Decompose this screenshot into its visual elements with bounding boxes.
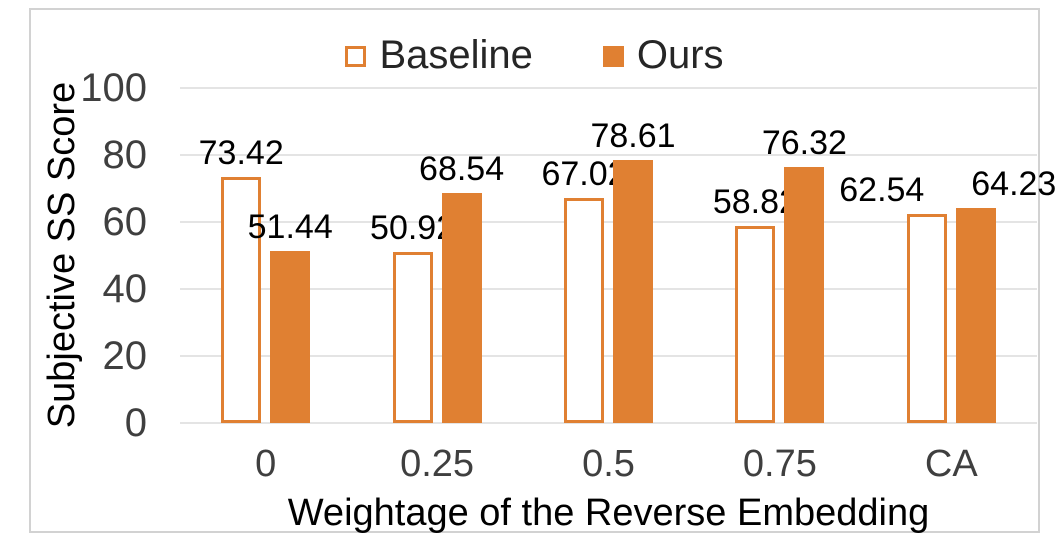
bar-baseline-0.75 bbox=[735, 225, 776, 423]
gridline-40 bbox=[180, 288, 1037, 290]
gridline-0 bbox=[180, 422, 1037, 424]
y-tick-label-20: 20 bbox=[102, 334, 148, 378]
x-tick-label-0.25: 0.25 bbox=[400, 443, 475, 485]
bar-label-ours-0: 51.44 bbox=[247, 207, 333, 246]
bar-ours-CA bbox=[955, 207, 996, 423]
x-tick-label-0.75: 0.75 bbox=[742, 443, 817, 485]
bar-ours-0.25 bbox=[441, 193, 482, 423]
chart-frame: Baseline Ours Subjective SS Score 73.42 5… bbox=[29, 8, 1056, 534]
bar-label-ours-0.25: 68.54 bbox=[419, 150, 505, 189]
plot-area: 73.42 51.44 50.92 68.54 67.02 78.61 58.82 76.32… bbox=[180, 87, 1056, 424]
bar-label-ours-0.75: 76.32 bbox=[761, 124, 847, 163]
x-tick-label-CA: CA bbox=[924, 443, 978, 485]
bar-label-baseline-0: 73.42 bbox=[198, 134, 284, 173]
bar-ours-0.5 bbox=[613, 159, 653, 423]
bar-label-ours-0.5: 78.61 bbox=[590, 116, 676, 155]
bar-label-baseline-0.25: 50.92 bbox=[370, 209, 456, 248]
bar-baseline-0.25 bbox=[392, 252, 433, 423]
gridline-20 bbox=[180, 355, 1037, 357]
bar-baseline-0 bbox=[221, 177, 262, 423]
gridline-100 bbox=[180, 87, 1037, 89]
legend-label-ours: Ours bbox=[636, 33, 724, 77]
legend-label-baseline: Baseline bbox=[379, 33, 533, 77]
gridline-80 bbox=[180, 154, 1037, 156]
x-tick-label-0.5: 0.5 bbox=[582, 443, 635, 485]
bar-ours-0.75 bbox=[784, 167, 825, 423]
legend-item-baseline: Baseline bbox=[345, 32, 533, 78]
bar-label-baseline-0.5: 67.02 bbox=[541, 155, 627, 194]
gridline-60 bbox=[180, 221, 1037, 223]
legend-item-ours: Ours bbox=[602, 32, 724, 78]
bar-baseline-0.5 bbox=[564, 198, 604, 423]
bar-label-baseline-CA: 62.54 bbox=[839, 170, 925, 209]
bar-baseline-CA bbox=[906, 213, 947, 423]
x-axis-title: Weightage of the Reverse Embedding bbox=[287, 492, 930, 534]
x-tick-label-0: 0 bbox=[255, 443, 277, 485]
y-tick-label-40: 40 bbox=[102, 267, 148, 311]
baseline-swatch-icon bbox=[345, 46, 367, 67]
bar-ours-0 bbox=[270, 250, 311, 423]
bar-label-ours-CA: 64.23 bbox=[971, 164, 1057, 203]
y-tick-label-80: 80 bbox=[102, 133, 148, 177]
bar-label-baseline-0.75: 58.82 bbox=[712, 182, 798, 221]
y-tick-label-100: 100 bbox=[80, 66, 147, 110]
y-tick-label-0: 0 bbox=[124, 401, 147, 445]
legend: Baseline Ours bbox=[31, 32, 1038, 78]
ours-swatch-icon bbox=[602, 46, 624, 67]
y-tick-label-60: 60 bbox=[102, 200, 148, 244]
